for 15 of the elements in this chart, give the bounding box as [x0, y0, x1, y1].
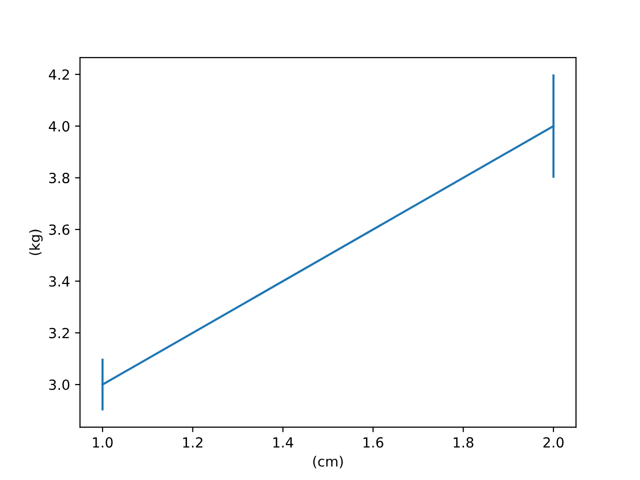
y-tick-label: 4.2	[48, 69, 69, 80]
y-tick-label: 3.8	[49, 172, 70, 184]
y-tick-label: 3.0	[49, 380, 70, 390]
x-tick-label: 2.0	[543, 437, 564, 448]
x-tick-label: 1.2	[183, 437, 202, 448]
x-tick-label: 1.0	[93, 437, 113, 448]
y-tick-label: 3.4	[49, 276, 70, 287]
x-axis-title: (cm)	[313, 456, 343, 468]
y-tick-label: 4.0	[48, 121, 70, 132]
x-tick-label: 1.6	[364, 437, 384, 448]
x-tick-label: 1.8	[454, 437, 474, 448]
x-tick-label: 1.4	[273, 437, 294, 448]
y-tick-label: 3.2	[49, 328, 69, 338]
y-axis-title: (kg)	[29, 230, 43, 256]
y-tick-label: 3.6	[49, 224, 70, 235]
